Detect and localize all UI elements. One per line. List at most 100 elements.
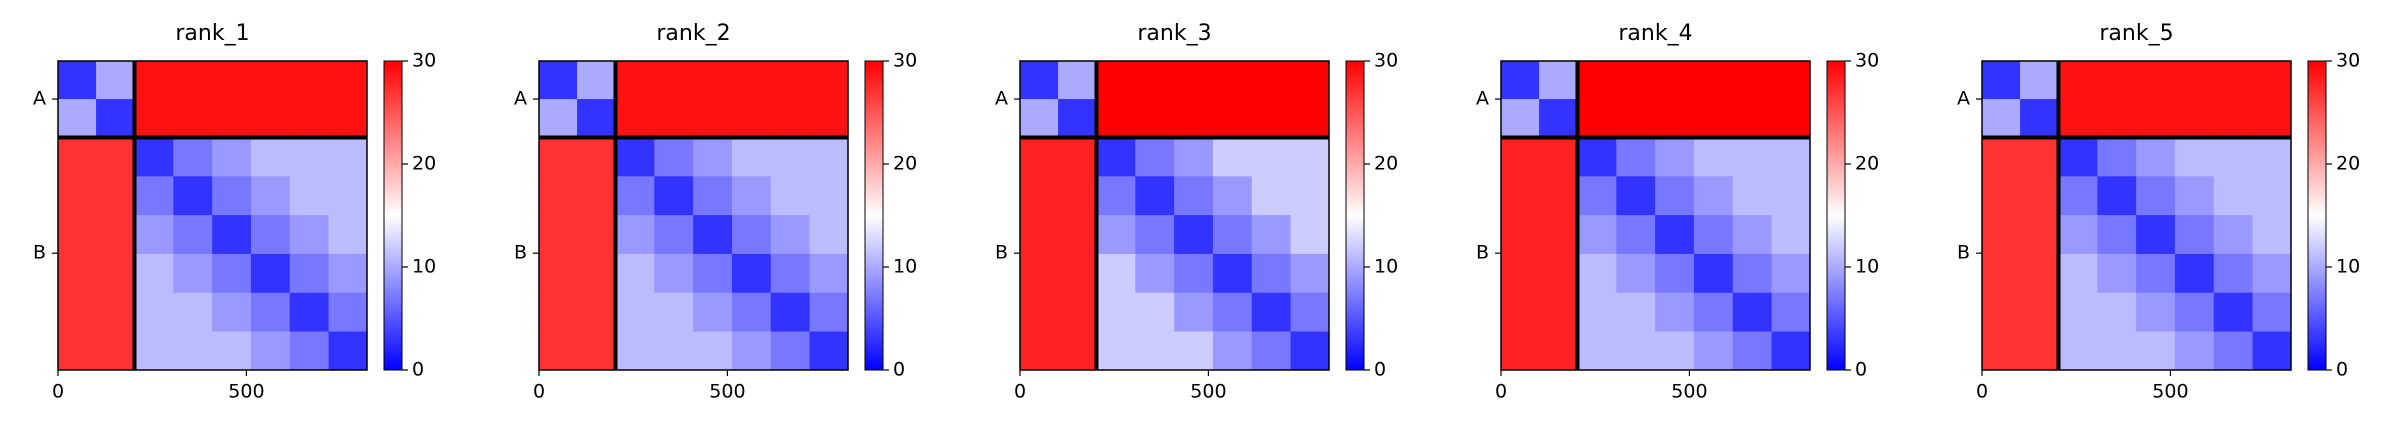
heatmap-cell <box>212 215 252 255</box>
heatmap-cell <box>328 292 368 333</box>
heatmap-cell <box>693 99 733 138</box>
colorbar <box>2307 60 2327 371</box>
heatmap-cell <box>2020 61 2059 100</box>
heatmap-cell <box>250 176 291 216</box>
heatmap-cell <box>1174 137 1214 177</box>
heatmap-cell <box>212 253 252 294</box>
chart-title: rank_1 <box>175 21 249 46</box>
heatmap-cell <box>1616 99 1656 138</box>
heatmap-cell <box>1174 176 1214 216</box>
heatmap-cell <box>615 61 655 100</box>
heatmap-cell <box>654 253 694 294</box>
heatmap-cell <box>1135 176 1175 216</box>
heatmap-cell <box>1135 137 1175 177</box>
colorbar-tick-label: 10 <box>893 256 917 278</box>
heatmap-cell <box>1539 137 1578 177</box>
heatmap-cell <box>1982 292 2021 333</box>
heatmap-cell <box>2174 292 2215 333</box>
plot-frame <box>538 60 849 371</box>
colorbar <box>1826 60 1846 371</box>
heatmap-cell <box>693 253 733 294</box>
heatmap-cell <box>731 292 772 333</box>
heatmap-cell <box>1771 253 1811 294</box>
heatmap-cell <box>1732 99 1773 138</box>
heatmap-cell <box>1655 61 1695 100</box>
heatmap-cell <box>1212 215 1253 255</box>
heatmap-cell <box>1982 331 2021 371</box>
heatmap-cell <box>1982 176 2021 216</box>
heatmap-cell <box>1135 215 1175 255</box>
y-tick-label: A <box>33 88 46 110</box>
y-tick-label: B <box>1957 242 1970 264</box>
heatmap-cell <box>1982 253 2021 294</box>
heatmap-cell <box>173 99 213 138</box>
heatmap-cell <box>2020 137 2059 177</box>
heatmap-cell <box>134 215 174 255</box>
heatmap-cell <box>212 99 252 138</box>
heatmap-cell <box>289 215 330 255</box>
heatmap-cell <box>212 61 252 100</box>
heatmap-cell <box>2020 176 2059 216</box>
heatmap-cell <box>731 99 772 138</box>
heatmap-cell <box>1020 176 1059 216</box>
heatmap-cell <box>1982 215 2021 255</box>
heatmap-cell <box>1693 331 1734 371</box>
heatmap-cell <box>1058 99 1097 138</box>
heatmap-cell <box>2252 176 2292 216</box>
heatmap-cell <box>2213 292 2254 333</box>
heatmap-cell <box>2136 99 2176 138</box>
heatmap-cell <box>1655 331 1695 371</box>
heatmap-cell <box>1616 331 1656 371</box>
heatmap-cell <box>1251 137 1292 177</box>
heatmap-cell <box>1655 215 1695 255</box>
heatmap-cell <box>173 253 213 294</box>
heatmap-cell <box>2136 331 2176 371</box>
heatmap-cell <box>1539 215 1578 255</box>
heatmap-cell <box>654 99 694 138</box>
heatmap-cell <box>289 253 330 294</box>
colorbar-tick-label: 20 <box>2336 153 2360 175</box>
heatmap-cell <box>1539 176 1578 216</box>
heatmap-cell <box>2174 331 2215 371</box>
heatmap-cell <box>1135 253 1175 294</box>
heatmap-cell <box>1616 292 1656 333</box>
x-tick-label: 500 <box>709 381 745 403</box>
panel: rank_3 0 500 A B 0 10 20 30 <box>995 21 1398 403</box>
heatmap-cell <box>1212 292 1253 333</box>
heatmap-cell <box>1501 215 1540 255</box>
heatmap-cell <box>1020 292 1059 333</box>
heatmap-cell <box>134 331 174 371</box>
heatmap-cell <box>1577 331 1617 371</box>
heatmap-cell <box>2213 215 2254 255</box>
heatmap-cell <box>1174 99 1214 138</box>
colorbar-tick-label: 30 <box>1855 50 1879 72</box>
x-tick-label: 0 <box>1976 381 1988 403</box>
chart-title: rank_4 <box>1618 21 1692 46</box>
heatmap-cell <box>134 292 174 333</box>
heatmap-cell <box>1771 61 1811 100</box>
heatmap-cell <box>731 215 772 255</box>
heatmap-cell <box>96 331 135 371</box>
heatmap-cell <box>289 137 330 177</box>
heatmap-cell <box>1290 99 1330 138</box>
heatmap-cell <box>1771 176 1811 216</box>
heatmap-cell <box>577 292 616 333</box>
heatmap-cell <box>1693 99 1734 138</box>
heatmap-cell <box>1174 253 1214 294</box>
heatmap-cell <box>577 137 616 177</box>
heatmap-cell <box>2136 253 2176 294</box>
chart-title: rank_2 <box>656 21 730 46</box>
heatmap-cell <box>2213 253 2254 294</box>
colorbar-tick-label: 20 <box>893 153 917 175</box>
heatmap-cell <box>1058 61 1097 100</box>
heatmap-cell <box>1577 99 1617 138</box>
heatmap-cell <box>2213 61 2254 100</box>
heatmap-cell <box>1290 292 1330 333</box>
heatmap-cell <box>539 215 578 255</box>
heatmap-cell <box>577 99 616 138</box>
heatmap-cell <box>1577 61 1617 100</box>
heatmap-cell <box>1251 253 1292 294</box>
heatmap-cell <box>1174 331 1214 371</box>
heatmap-cell <box>1251 61 1292 100</box>
